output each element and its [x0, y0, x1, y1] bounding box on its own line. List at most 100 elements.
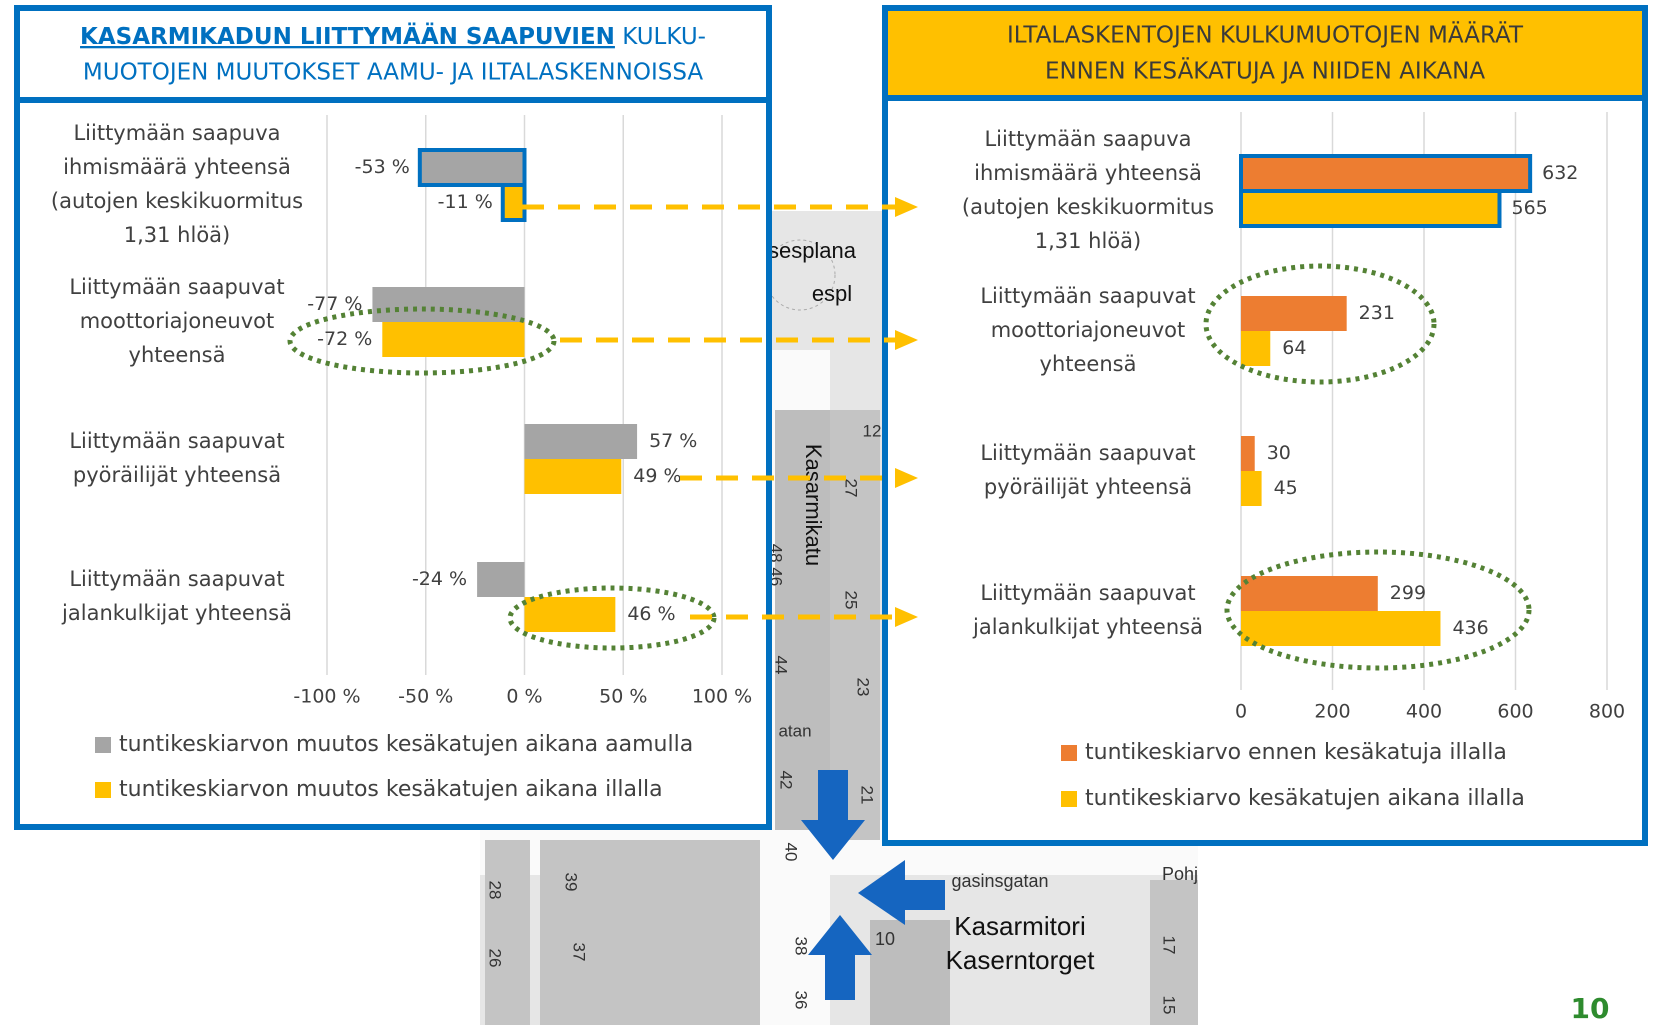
- highlight-ellipse: [507, 585, 717, 651]
- data-label: 565: [1511, 197, 1547, 219]
- bar: [1241, 296, 1347, 331]
- bar: [1239, 154, 1533, 193]
- map-label: 44: [772, 656, 791, 675]
- legend-swatch: [95, 737, 111, 753]
- bar: [372, 287, 525, 322]
- arrowhead: [895, 330, 918, 350]
- map-label: 40: [782, 843, 801, 862]
- legend-label: tuntikeskiarvon muutos kesäkatujen aikan…: [119, 777, 663, 802]
- map-label: 27: [842, 479, 861, 498]
- right-title: ILTALASKENTOJEN KULKUMUOTOJEN MÄÄRÄT: [1007, 21, 1524, 49]
- category-label: Liittymään saapuva: [984, 127, 1191, 151]
- map-label: Kasarmikatu: [801, 444, 826, 566]
- left-title: KASARMIKADUN LIITTYMÄÄN SAAPUVIEN KULKU-: [80, 22, 706, 50]
- category-label: jalankulkijat yhteensä: [61, 601, 292, 625]
- map-label: 42: [777, 771, 796, 790]
- map-label: 25: [842, 591, 861, 610]
- category-label: 1,31 hlöä): [124, 223, 231, 247]
- x-tick-label: -50 %: [398, 686, 453, 708]
- title-part: KASARMIKADUN LIITTYMÄÄN SAAPUVIEN: [80, 22, 615, 50]
- data-label: 49 %: [633, 465, 681, 487]
- right-panel: [882, 5, 1648, 846]
- bar: [417, 148, 527, 187]
- legend-label: tuntikeskiarvo kesäkatujen aikana illall…: [1085, 786, 1525, 811]
- data-label: 632: [1542, 162, 1578, 184]
- data-label: -11 %: [438, 191, 493, 213]
- bar: [1239, 189, 1502, 228]
- category-label: moottoriajoneuvot: [991, 318, 1186, 342]
- category-label: ihmismäärä yhteensä: [974, 161, 1202, 185]
- building: [1150, 880, 1198, 1025]
- category-label: Liittymään saapuvat: [69, 567, 284, 591]
- title-part: KULKU-: [622, 24, 706, 50]
- x-tick-label: 0 %: [506, 686, 542, 708]
- category-label: pyöräilijät yhteensä: [73, 463, 281, 487]
- data-label: 30: [1267, 442, 1291, 464]
- bar: [477, 562, 525, 597]
- x-tick-label: 800: [1589, 701, 1625, 723]
- data-label: -72 %: [317, 328, 372, 350]
- legend-label: tuntikeskiarvo ennen kesäkatuja illalla: [1085, 740, 1507, 765]
- arrow: [858, 860, 945, 925]
- map-label: Kaserntorget: [946, 945, 1096, 975]
- map-label: 23: [854, 678, 873, 697]
- map-label: gasinsgatan: [951, 871, 1048, 891]
- building: [870, 920, 950, 1025]
- data-label: 46 %: [627, 603, 675, 625]
- arrowhead: [895, 197, 918, 217]
- bar: [524, 424, 638, 459]
- data-label: 299: [1390, 582, 1426, 604]
- category-label: Liittymään saapuvat: [69, 429, 284, 453]
- legend-swatch: [95, 782, 111, 798]
- map-label: 36: [792, 991, 811, 1010]
- category-label: ihmismäärä yhteensä: [63, 155, 291, 179]
- highlight-ellipse: [287, 306, 557, 376]
- category-label: Liittymään saapuvat: [980, 581, 1195, 605]
- traffic-arrows: [801, 770, 945, 1000]
- category-label: Liittymään saapuva: [73, 121, 280, 145]
- map-label: 39: [562, 873, 581, 892]
- bar: [1241, 576, 1378, 611]
- map-label: 10: [875, 929, 895, 949]
- map-label: atan: [778, 721, 811, 740]
- map-label: 38: [792, 937, 811, 956]
- legend-swatch: [1061, 791, 1077, 807]
- bar: [382, 322, 525, 357]
- map-label: 21: [858, 786, 877, 805]
- x-tick-label: 50 %: [599, 686, 647, 708]
- charts: -100 % -50 % 0 % 50 % 100 % Liittymään saapuv…: [51, 112, 1625, 811]
- page-number: 10: [1571, 992, 1610, 1025]
- annotations: [287, 197, 1532, 671]
- category-label: yhteensä: [1040, 352, 1137, 376]
- category-label: moottoriajoneuvot: [80, 309, 275, 333]
- arrow: [808, 915, 872, 1000]
- left-title: MUOTOJEN MUUTOKSET AAMU- JA ILTALASKENNO…: [83, 60, 703, 86]
- x-tick-label: 0: [1235, 701, 1247, 723]
- category-label: 1,31 hlöä): [1035, 229, 1142, 253]
- right-title-box: [882, 5, 1648, 101]
- bar: [1241, 611, 1441, 646]
- category-label: (autojen keskikuormitus: [51, 189, 303, 213]
- data-label: 45: [1274, 477, 1298, 499]
- data-label: 436: [1452, 617, 1488, 639]
- data-label: 57 %: [649, 430, 697, 452]
- map-label: espl: [812, 281, 852, 306]
- map-label: 37: [570, 943, 589, 962]
- building: [830, 410, 880, 840]
- x-tick-label: 600: [1497, 701, 1533, 723]
- category-label: jalankulkijat yhteensä: [972, 615, 1203, 639]
- bar: [500, 183, 527, 222]
- data-label: -53 %: [355, 156, 410, 178]
- bar: [1241, 436, 1255, 471]
- data-label: -77 %: [307, 293, 362, 315]
- legend-label: tuntikeskiarvon muutos kesäkatujen aikan…: [119, 732, 693, 757]
- bar: [524, 459, 622, 494]
- data-label: -24 %: [412, 568, 467, 590]
- map-label: sesplana: [768, 238, 857, 263]
- data-label: 64: [1282, 337, 1306, 359]
- category-label: (autojen keskikuormitus: [962, 195, 1214, 219]
- map-label: 26: [486, 949, 505, 968]
- category-label: Liittymään saapuvat: [69, 275, 284, 299]
- left-panel: [14, 5, 772, 830]
- highlight-ellipse: [1224, 549, 1532, 671]
